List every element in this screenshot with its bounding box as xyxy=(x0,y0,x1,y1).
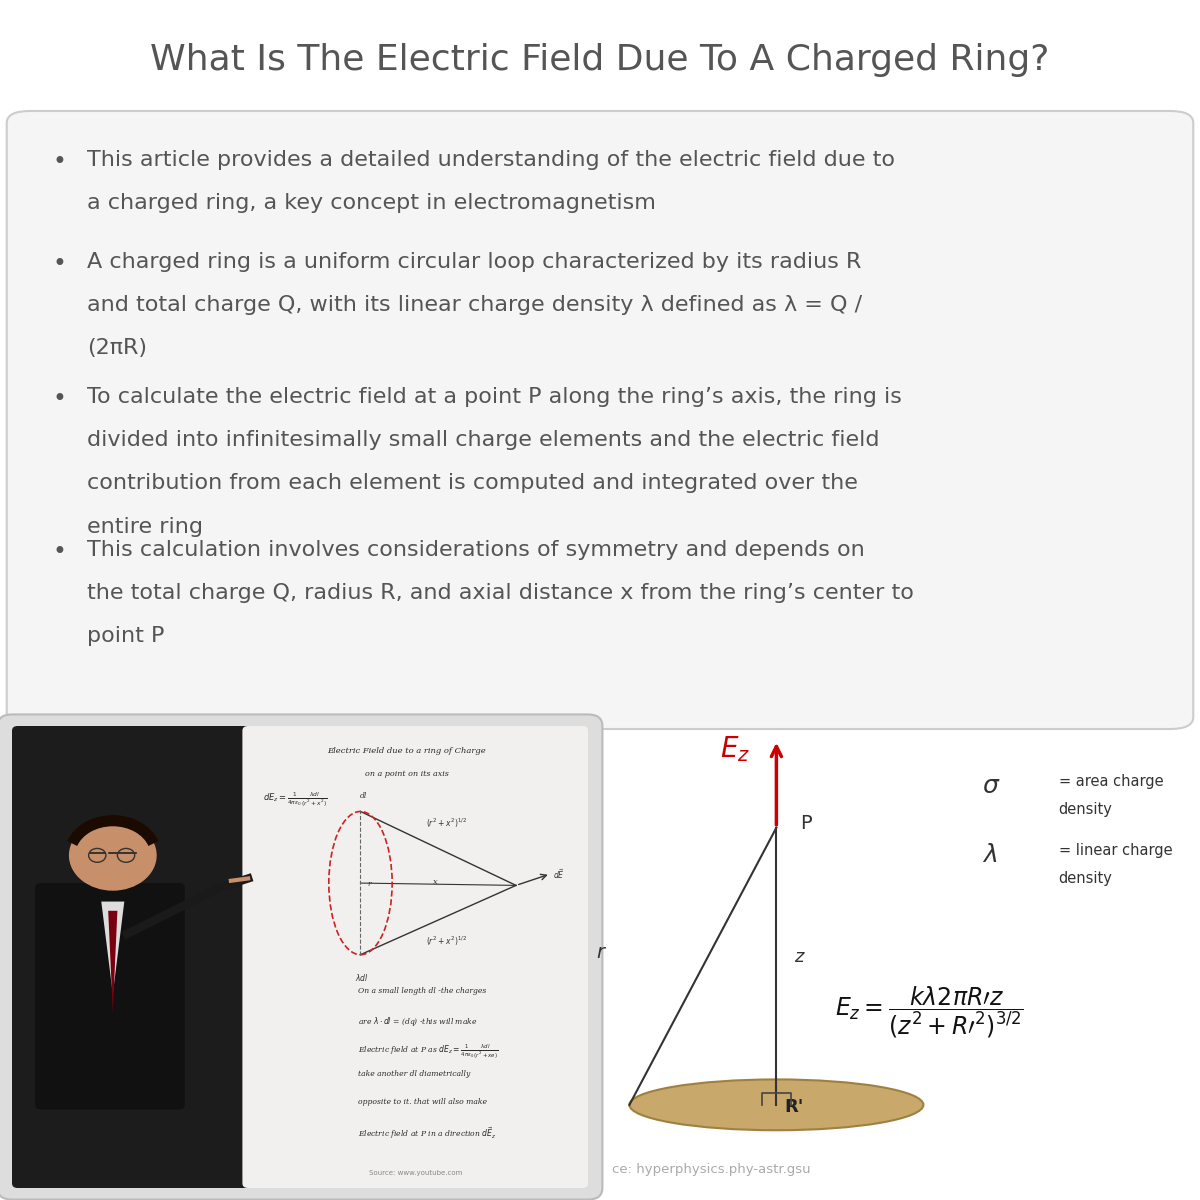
Text: $E_z$: $E_z$ xyxy=(720,734,750,764)
Circle shape xyxy=(70,821,156,890)
Polygon shape xyxy=(101,901,125,994)
Text: A charged ring is a uniform circular loop characterized by its radius R: A charged ring is a uniform circular loo… xyxy=(88,252,862,272)
Text: •: • xyxy=(53,386,67,410)
Text: on a point on its axis: on a point on its axis xyxy=(365,770,449,778)
Text: dl: dl xyxy=(360,792,367,800)
FancyBboxPatch shape xyxy=(12,726,254,1188)
Text: $\lambda dl$: $\lambda dl$ xyxy=(355,972,368,983)
Text: $dE_z = \frac{1}{4\pi\varepsilon_0}\frac{\lambda dl}{(r^2+x^2)}$: $dE_z = \frac{1}{4\pi\varepsilon_0}\frac… xyxy=(263,791,326,809)
Text: r: r xyxy=(367,880,371,888)
Text: This article provides a detailed understanding of the electric field due to: This article provides a detailed underst… xyxy=(88,150,895,170)
Text: point P: point P xyxy=(88,626,164,647)
Text: This calculation involves considerations of symmetry and depends on: This calculation involves considerations… xyxy=(88,540,865,560)
Text: $(r^2+x^2)^{1/2}$: $(r^2+x^2)^{1/2}$ xyxy=(426,934,468,948)
Text: density: density xyxy=(1058,802,1112,817)
Text: a charged ring, a key concept in electromagnetism: a charged ring, a key concept in electro… xyxy=(88,193,656,214)
Text: $E_z = \dfrac{k\lambda 2\pi R\prime z}{\left(z^2 + R\prime^2\right)^{3/2}}$: $E_z = \dfrac{k\lambda 2\pi R\prime z}{\… xyxy=(835,984,1024,1040)
Text: Electric field at P as $dE_z = \frac{1}{4\pi\varepsilon_0}\frac{\lambda dl}{(r^2: Electric field at P as $dE_z = \frac{1}{… xyxy=(358,1043,498,1061)
Text: P: P xyxy=(800,814,811,833)
Text: $\sigma$: $\sigma$ xyxy=(983,774,1001,798)
Text: Electric Field due to a ring of Charge: Electric Field due to a ring of Charge xyxy=(328,746,486,755)
Text: z: z xyxy=(794,948,804,966)
Text: R': R' xyxy=(785,1098,804,1116)
Text: (2πR): (2πR) xyxy=(88,338,148,359)
Text: Source: www.youtube.com: Source: www.youtube.com xyxy=(368,1170,462,1176)
Text: entire ring: entire ring xyxy=(88,516,203,536)
Ellipse shape xyxy=(629,1080,924,1130)
Text: $\lambda$: $\lambda$ xyxy=(983,844,997,868)
FancyBboxPatch shape xyxy=(35,883,185,1110)
Text: divided into infinitesimally small charge elements and the electric field: divided into infinitesimally small charg… xyxy=(88,431,880,450)
Text: $(r^2+x^2)^{1/2}$: $(r^2+x^2)^{1/2}$ xyxy=(426,816,468,829)
FancyBboxPatch shape xyxy=(242,726,588,1188)
Text: contribution from each element is computed and integrated over the: contribution from each element is comput… xyxy=(88,474,858,493)
Text: Electric field at P in a direction $d\vec{E}_z$: Electric field at P in a direction $d\ve… xyxy=(358,1126,496,1141)
Text: density: density xyxy=(1058,871,1112,886)
Text: x: x xyxy=(433,877,438,886)
FancyBboxPatch shape xyxy=(0,714,602,1200)
Text: = linear charge: = linear charge xyxy=(1058,844,1172,858)
Text: •: • xyxy=(53,540,67,564)
Text: r: r xyxy=(596,943,604,962)
Text: ce: hyperphysics.phy-astr.gsu: ce: hyperphysics.phy-astr.gsu xyxy=(612,1164,810,1176)
Text: and total charge Q, with its linear charge density λ defined as λ = Q /: and total charge Q, with its linear char… xyxy=(88,295,863,316)
FancyBboxPatch shape xyxy=(7,110,1193,728)
Polygon shape xyxy=(108,911,118,1013)
Text: take another dl diametrically: take another dl diametrically xyxy=(358,1070,470,1078)
Text: To calculate the electric field at a point P along the ring’s axis, the ring is: To calculate the electric field at a poi… xyxy=(88,386,902,407)
Text: What Is The Electric Field Due To A Charged Ring?: What Is The Electric Field Due To A Char… xyxy=(150,43,1050,77)
Text: are $\lambda \cdot dl$ = (dq) -this will make: are $\lambda \cdot dl$ = (dq) -this will… xyxy=(358,1015,478,1027)
Text: = area charge: = area charge xyxy=(1058,774,1163,788)
Text: •: • xyxy=(53,150,67,174)
Text: $d\vec{E}$: $d\vec{E}$ xyxy=(553,866,565,881)
Text: opposite to it. that will also make: opposite to it. that will also make xyxy=(358,1098,487,1106)
Text: •: • xyxy=(53,252,67,276)
Text: On a small length dl -the charges: On a small length dl -the charges xyxy=(358,988,486,995)
Text: the total charge Q, radius R, and axial distance x from the ring’s center to: the total charge Q, radius R, and axial … xyxy=(88,583,914,604)
